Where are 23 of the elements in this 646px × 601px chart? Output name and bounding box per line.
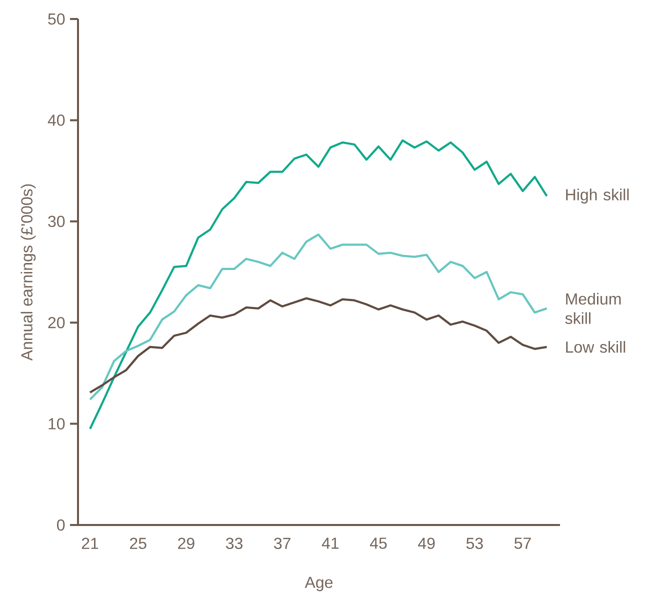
series-label: Low skill xyxy=(566,341,626,353)
y-tick-label: 20 xyxy=(48,316,65,328)
x-tick-label: 41 xyxy=(322,538,339,549)
x-axis-title: Age xyxy=(304,576,333,592)
y-tick-label: 30 xyxy=(48,216,65,228)
y-tick-label: 40 xyxy=(48,114,65,126)
x-tick-label: 21 xyxy=(82,538,98,549)
x-tick-label: 25 xyxy=(130,538,146,550)
x-tick-label: 29 xyxy=(178,538,194,550)
x-tick-label: 49 xyxy=(418,538,435,550)
x-tick-label: 37 xyxy=(274,538,290,550)
x-tick-label: 57 xyxy=(514,538,531,549)
line-series xyxy=(88,139,548,430)
series-label: High skill xyxy=(566,188,629,204)
y-tick-label: 10 xyxy=(48,418,65,430)
y-tick-label: 0 xyxy=(57,519,65,531)
x-tick-label: 45 xyxy=(370,538,387,549)
x-tick-label: 33 xyxy=(226,538,242,550)
y-tick-label: 50 xyxy=(48,13,65,25)
line-series xyxy=(88,297,548,394)
series-label: Medium skill xyxy=(565,292,621,324)
x-tick-label: 53 xyxy=(466,538,483,550)
y-axis-title: Annual earnings (£'000s) xyxy=(20,184,36,361)
